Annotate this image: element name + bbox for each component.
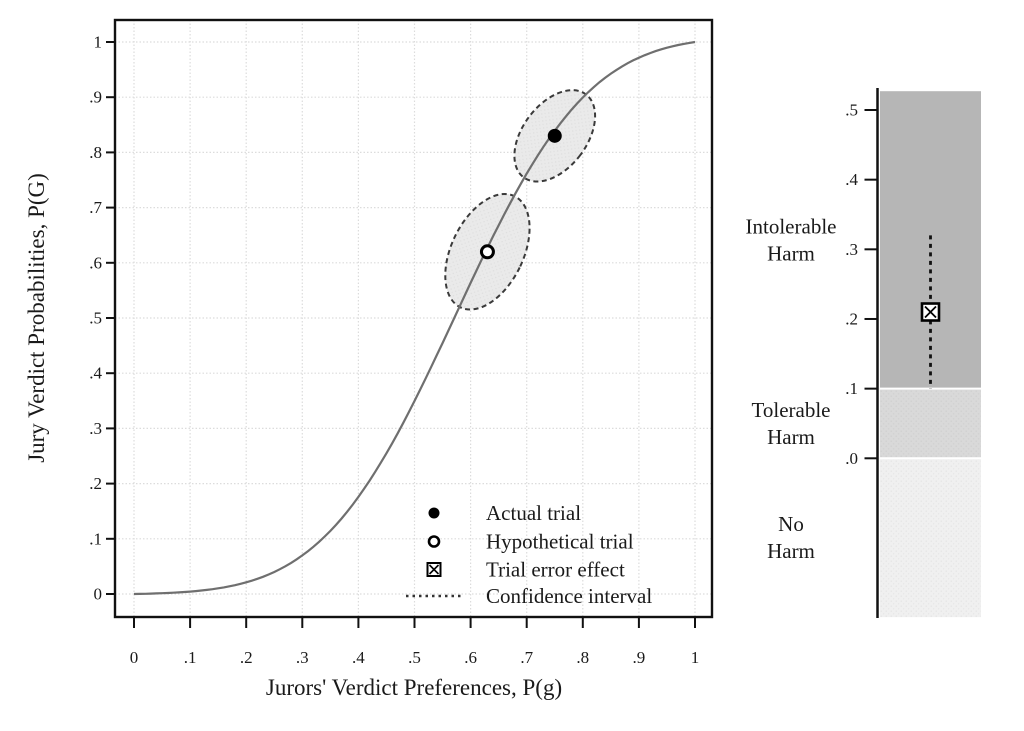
grid	[115, 20, 712, 617]
x-tick-label: 0	[130, 648, 139, 667]
x-tick-label: 1	[691, 648, 700, 667]
axis-ticks	[106, 41, 696, 628]
y-tick-label: .7	[89, 198, 102, 217]
harm-tick-label: .4	[845, 170, 858, 189]
legend-filled-circle-icon	[428, 507, 440, 519]
x-tick-label: .7	[520, 648, 533, 667]
harm-region-label-1: Tolerable Harm	[752, 398, 831, 449]
harm-region-label-line: Harm	[767, 539, 815, 563]
harm-region-label-2: No Harm	[767, 512, 815, 563]
y-tick-label: 0	[94, 585, 103, 604]
harm-tick-label: .1	[845, 379, 858, 398]
harm-region-0	[880, 91, 981, 389]
y-axis-title: Jury Verdict Probabilities, P(G)	[24, 173, 49, 463]
x-tick-label: .9	[633, 648, 646, 667]
main-plot: 0 .1 .2 .3 .4 .5 .6 .7 .8 .9 1 0 .1 .2 .3 .4 .5 .6 .7 .8 .9 1…	[89, 18, 714, 668]
harm-region-label-line: No	[778, 512, 804, 536]
y-tick-label: .9	[89, 88, 102, 107]
harm-region-label-line: Harm	[767, 425, 815, 449]
harm-region-label-line: Harm	[767, 241, 815, 265]
x-axis-title: Jurors' Verdict Preferences, P(g)	[265, 675, 563, 700]
y-tick-label: .8	[89, 143, 102, 162]
x-tick-label: .1	[184, 648, 197, 667]
harm-region-label-line: Intolerable	[746, 214, 837, 238]
verdict-curve	[133, 40, 696, 596]
legend-label: Hypothetical trial	[486, 530, 634, 554]
harm-tick-label: .0	[845, 449, 858, 468]
y-tick-label: .1	[89, 529, 102, 548]
legend-open-circle-icon	[427, 535, 441, 548]
y-tick-label: .2	[89, 474, 102, 493]
harm-tick-label: .3	[845, 240, 858, 259]
tick-labels: 0 .1 .2 .3 .4 .5 .6 .7 .8 .9 1 0 .1 .2 .3 .4 .5 .6 .7 .8 .9 1	[89, 33, 699, 668]
y-tick-label: .3	[89, 419, 102, 438]
harm-region-label-0: Intolerable Harm	[746, 214, 837, 265]
y-tick-label: .6	[89, 253, 102, 272]
harm-tick-label: .5	[845, 101, 858, 120]
legend-label: Trial error effect	[486, 558, 625, 582]
y-tick-label: 1	[94, 33, 103, 52]
harm-region-label-line: Tolerable	[752, 398, 831, 422]
harm-axis-ticks	[864, 109, 878, 460]
x-tick-label: .8	[576, 648, 589, 667]
x-tick-label: .4	[352, 648, 365, 667]
x-tick-label: .3	[296, 648, 309, 667]
y-tick-label: .4	[89, 364, 102, 383]
legend-label: Confidence interval	[486, 584, 652, 608]
legend-label: Actual trial	[486, 501, 581, 525]
y-tick-label: .5	[89, 309, 102, 328]
x-tick-label: .5	[408, 648, 421, 667]
harm-tick-label: .2	[845, 309, 858, 328]
x-tick-label: .2	[240, 648, 253, 667]
actual-trial-point	[547, 128, 562, 143]
hypothetical-trial-point	[479, 244, 495, 260]
legend: Actual trial Hypothetical trial Trial erro…	[406, 501, 652, 608]
harm-scale-panel: .5 .4 .3 .2 .1 .0 Intolerable Harm Tolerable Harm…	[746, 88, 981, 618]
x-tick-label: .6	[464, 648, 477, 667]
